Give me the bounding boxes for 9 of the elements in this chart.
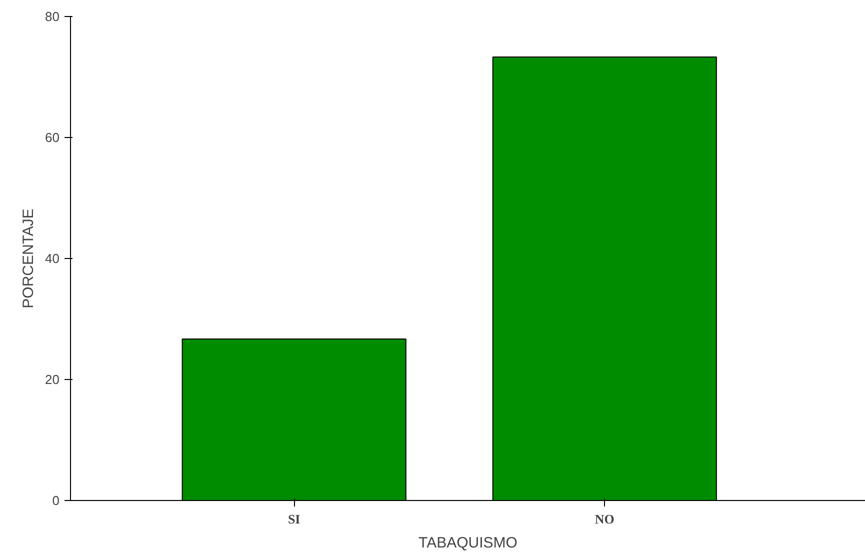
x-axis-title: TABAQUISMO bbox=[418, 534, 518, 552]
y-tick-label: 0 bbox=[52, 493, 60, 508]
y-tick-label: 40 bbox=[45, 251, 60, 266]
y-tick-label: 60 bbox=[45, 130, 60, 145]
y-tick-label: 80 bbox=[45, 9, 60, 24]
y-tick-label: 20 bbox=[45, 372, 60, 387]
y-axis-title: PORCENTAJE bbox=[20, 208, 38, 308]
x-tick-label: NO bbox=[594, 512, 614, 526]
x-tick-label: SI bbox=[288, 512, 300, 526]
